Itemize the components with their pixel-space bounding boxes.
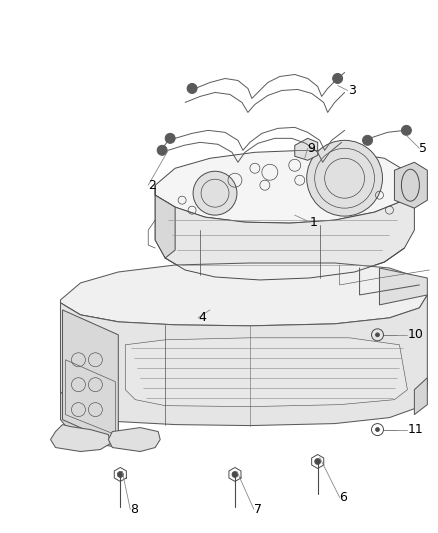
Circle shape: [157, 146, 167, 155]
Text: 10: 10: [407, 328, 423, 341]
Text: 2: 2: [148, 179, 156, 192]
Polygon shape: [108, 427, 160, 451]
Polygon shape: [125, 338, 407, 407]
Text: 6: 6: [339, 491, 347, 504]
Text: 1: 1: [310, 216, 318, 229]
Circle shape: [363, 135, 372, 146]
Polygon shape: [50, 425, 110, 451]
Polygon shape: [395, 162, 427, 208]
Circle shape: [193, 171, 237, 215]
Polygon shape: [155, 150, 414, 223]
Circle shape: [232, 472, 238, 478]
Polygon shape: [60, 263, 427, 326]
Circle shape: [375, 427, 379, 432]
Circle shape: [375, 333, 379, 337]
Polygon shape: [155, 185, 414, 280]
Circle shape: [165, 133, 175, 143]
Text: 5: 5: [419, 142, 427, 155]
Circle shape: [332, 74, 343, 84]
Circle shape: [117, 472, 124, 478]
Polygon shape: [295, 139, 318, 160]
Polygon shape: [414, 378, 427, 415]
Text: 3: 3: [348, 84, 356, 97]
Text: 8: 8: [130, 503, 138, 516]
Circle shape: [307, 140, 382, 216]
Polygon shape: [155, 185, 175, 258]
Text: 9: 9: [308, 142, 316, 155]
Text: 7: 7: [254, 503, 262, 516]
Circle shape: [314, 458, 321, 464]
Circle shape: [187, 84, 197, 93]
Polygon shape: [60, 303, 118, 448]
Polygon shape: [63, 310, 118, 445]
Text: 4: 4: [198, 311, 206, 325]
Text: 11: 11: [407, 423, 423, 436]
Polygon shape: [379, 268, 427, 305]
Circle shape: [401, 125, 411, 135]
Polygon shape: [60, 295, 427, 425]
